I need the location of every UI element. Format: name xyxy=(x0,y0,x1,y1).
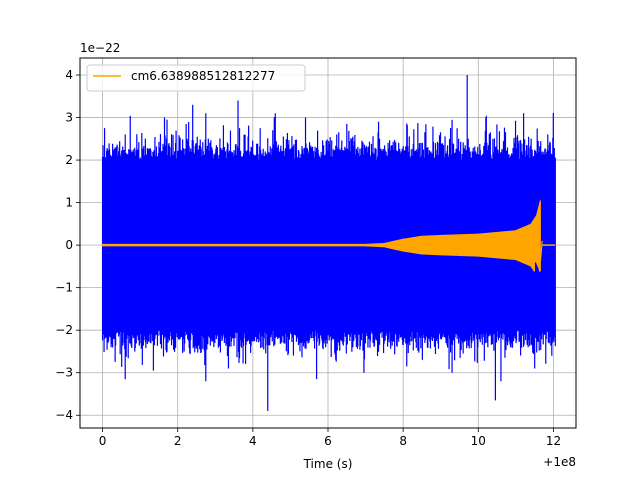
y-scale-label: 1e−22 xyxy=(80,41,120,55)
y-tick-label: −1 xyxy=(55,281,73,295)
x-axis: 0 2 4 6 8 10 12 xyxy=(99,428,561,448)
y-axis: −4 −3 −2 −1 0 1 2 3 4 xyxy=(55,68,80,422)
x-axis-label: Time (s) xyxy=(303,457,353,471)
y-tick-label: 4 xyxy=(65,68,73,82)
x-tick-label: 6 xyxy=(324,434,332,448)
y-tick-label: 2 xyxy=(65,153,73,167)
chirp-trace xyxy=(101,200,543,272)
y-tick-label: −4 xyxy=(55,408,73,422)
legend: cm6.638988512812277 xyxy=(86,64,306,92)
series-chirp xyxy=(101,200,556,272)
x-tick-label: 0 xyxy=(99,434,107,448)
y-tick-label: 0 xyxy=(65,238,73,252)
x-tick-label: 8 xyxy=(399,434,407,448)
y-tick-label: 3 xyxy=(65,111,73,125)
plot-area xyxy=(101,75,556,411)
x-tick-label: 12 xyxy=(546,434,561,448)
y-tick-label: −2 xyxy=(55,323,73,337)
x-tick-label: 2 xyxy=(174,434,182,448)
x-tick-label: 10 xyxy=(471,434,486,448)
y-tick-label: −3 xyxy=(55,366,73,380)
x-offset-label: +1e8 xyxy=(543,455,576,469)
legend-entry-chirp: cm6.638988512812277 xyxy=(131,69,275,83)
legend-box xyxy=(86,64,306,92)
y-tick-label: 1 xyxy=(65,196,73,210)
x-tick-label: 4 xyxy=(249,434,257,448)
